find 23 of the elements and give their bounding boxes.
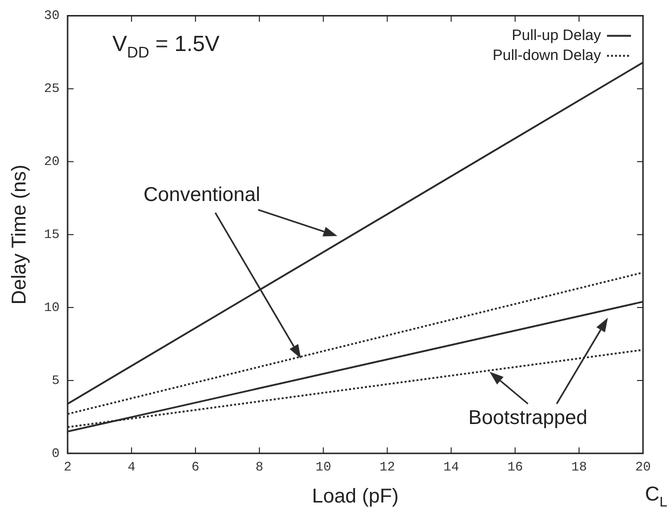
- y-tick-label: 0: [52, 446, 60, 461]
- y-tick-label: 15: [44, 227, 60, 242]
- legend-label: Pull-down Delay: [492, 46, 602, 64]
- x-tick-label: 20: [635, 460, 651, 475]
- annotation: Bootstrapped: [468, 407, 588, 430]
- x-tick-label: 6: [192, 460, 200, 475]
- y-axis-title: Delay Time (ns): [8, 164, 31, 305]
- y-tick-label: 25: [44, 81, 60, 96]
- x-tick-label: 18: [571, 460, 587, 475]
- annotation: Conventional: [143, 184, 260, 206]
- x-tick-label: 16: [507, 460, 523, 475]
- x-tick-label: 2: [64, 460, 72, 475]
- x-tick-label: 12: [379, 460, 396, 475]
- y-tick-label: 10: [44, 300, 60, 315]
- x-tick-label: 4: [128, 460, 136, 475]
- legend-label: Pull-up Delay: [512, 26, 602, 44]
- x-tick-label: 8: [255, 460, 264, 475]
- x-tick-label: 10: [316, 460, 332, 475]
- y-tick-label: 5: [52, 372, 60, 388]
- x-tick-label: 14: [443, 460, 460, 475]
- y-tick-label: 20: [44, 154, 60, 170]
- x-axis-title: Load (pF): [312, 486, 399, 508]
- y-tick-label: 30: [44, 8, 60, 24]
